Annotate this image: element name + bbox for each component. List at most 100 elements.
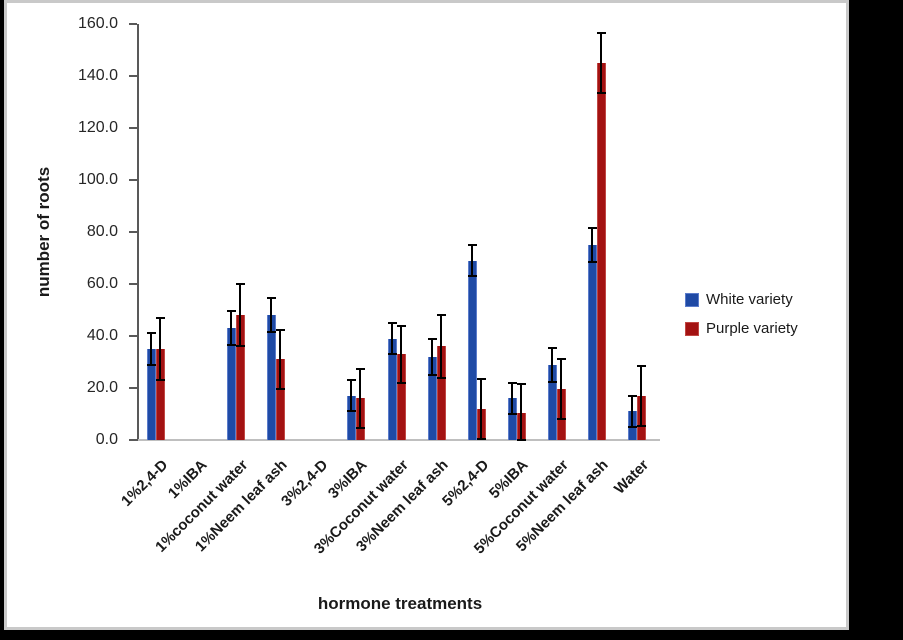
error-bar	[270, 298, 272, 332]
error-bar-cap-top	[517, 383, 526, 385]
x-axis-title: hormone treatments	[317, 594, 483, 613]
y-tick-label: 100.0	[77, 171, 118, 188]
y-axis-title: number of roots	[34, 166, 53, 298]
bar-white-variety	[548, 365, 557, 440]
error-bar-cap-bottom	[227, 344, 236, 346]
error-bar-cap-bottom	[508, 413, 517, 415]
bar-purple-variety	[437, 346, 446, 440]
y-tick-mark	[129, 335, 137, 337]
error-bar	[631, 396, 633, 427]
error-bar	[391, 323, 393, 354]
y-tick-label: 80.0	[86, 223, 118, 240]
y-axis-line	[137, 24, 139, 441]
error-bar	[230, 311, 232, 345]
y-tick-label: 160.0	[77, 15, 118, 32]
error-bar-cap-top	[356, 368, 365, 370]
error-bar	[431, 339, 433, 375]
error-bar-cap-top	[147, 332, 156, 334]
error-bar-cap-bottom	[517, 439, 526, 441]
legend-item-white-variety: White variety	[685, 292, 798, 308]
error-bar-cap-top	[267, 297, 276, 299]
bar-white-variety	[347, 396, 356, 440]
error-bar-cap-top	[588, 227, 597, 229]
error-bar	[511, 383, 513, 414]
bar-purple-variety	[156, 349, 165, 440]
x-tick-label: 1%2,4-D	[117, 456, 172, 510]
error-bar-cap-top	[477, 378, 486, 380]
error-bar	[400, 326, 402, 383]
x-axis-line	[138, 439, 660, 441]
bar-white-variety	[428, 357, 437, 440]
chart-paper	[4, 0, 849, 630]
x-tick-label: Water	[610, 456, 653, 498]
error-bar	[359, 369, 361, 428]
error-bar-cap-bottom	[548, 381, 557, 383]
error-bar-cap-top	[508, 382, 517, 384]
legend-label: Purple variety	[706, 320, 798, 337]
error-bar-cap-top	[388, 322, 397, 324]
error-bar-cap-bottom	[468, 275, 477, 277]
error-bar	[440, 315, 442, 378]
legend-swatch-white-variety	[685, 293, 699, 307]
error-bar-cap-top	[276, 329, 285, 331]
error-bar-cap-bottom	[147, 364, 156, 366]
y-tick-mark	[129, 283, 137, 285]
error-bar-cap-top	[156, 317, 165, 319]
legend-item-purple-variety: Purple variety	[685, 321, 798, 337]
bar-purple-variety	[236, 315, 245, 440]
error-bar	[640, 366, 642, 426]
error-bar-cap-bottom	[388, 353, 397, 355]
y-tick-label: 120.0	[77, 119, 118, 136]
bar-white-variety	[468, 261, 477, 440]
bar-white-variety	[147, 349, 156, 440]
y-tick-mark	[129, 23, 137, 25]
error-bar-cap-top	[347, 379, 356, 381]
error-bar-cap-top	[628, 395, 637, 397]
y-tick-mark	[129, 439, 137, 441]
error-bar-cap-top	[557, 358, 566, 360]
error-bar-cap-bottom	[597, 92, 606, 94]
legend-label: White variety	[706, 291, 793, 308]
error-bar	[150, 333, 152, 365]
y-tick-mark	[129, 231, 137, 233]
error-bar-cap-bottom	[628, 426, 637, 428]
bar-white-variety	[508, 398, 517, 440]
bar-purple-variety	[597, 63, 606, 440]
error-bar-cap-top	[637, 365, 646, 367]
y-tick-mark	[129, 387, 137, 389]
error-bar-cap-bottom	[477, 438, 486, 440]
error-bar-cap-bottom	[588, 261, 597, 263]
error-bar-cap-bottom	[637, 425, 646, 427]
y-tick-label: 140.0	[77, 67, 118, 84]
legend-swatch-purple-variety	[685, 322, 699, 336]
y-tick-label: 20.0	[86, 379, 118, 396]
error-bar-cap-bottom	[397, 382, 406, 384]
error-bar-cap-bottom	[347, 410, 356, 412]
y-tick-mark	[129, 179, 137, 181]
error-bar	[350, 380, 352, 411]
error-bar	[471, 245, 473, 276]
error-bar-cap-bottom	[557, 418, 566, 420]
bar-purple-variety	[276, 359, 285, 440]
error-bar	[600, 33, 602, 93]
error-bar-cap-top	[468, 244, 477, 246]
error-bar-cap-bottom	[236, 345, 245, 347]
bar-purple-variety	[397, 354, 406, 440]
y-tick-mark	[129, 127, 137, 129]
y-tick-mark	[129, 75, 137, 77]
error-bar-cap-top	[597, 32, 606, 34]
bar-white-variety	[227, 328, 236, 440]
error-bar-cap-bottom	[156, 379, 165, 381]
error-bar-cap-top	[428, 338, 437, 340]
error-bar-cap-top	[397, 325, 406, 327]
error-bar-cap-bottom	[437, 377, 446, 379]
error-bar-cap-top	[548, 347, 557, 349]
error-bar	[551, 348, 553, 382]
error-bar	[520, 384, 522, 440]
error-bar	[159, 318, 161, 380]
error-bar	[560, 359, 562, 419]
error-bar-cap-bottom	[276, 388, 285, 390]
legend: White variety Purple variety	[685, 292, 798, 337]
